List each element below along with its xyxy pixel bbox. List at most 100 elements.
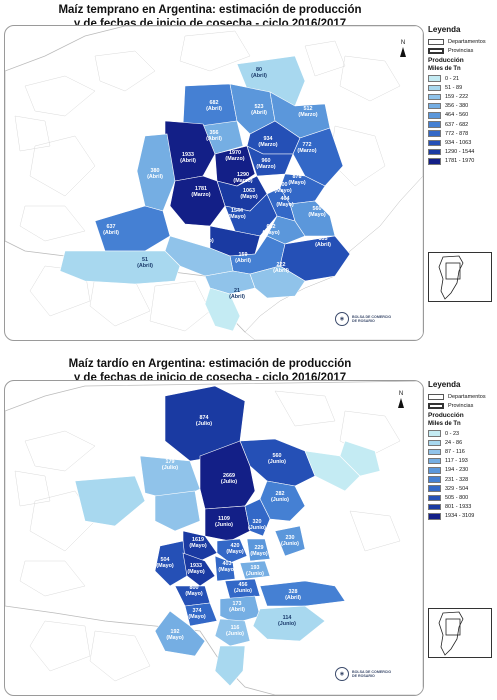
legend-class-label: 464 - 560 [445, 112, 469, 119]
zone-1109 [204, 505, 251, 542]
legend-swatch [428, 494, 441, 502]
zone-1933 [182, 552, 216, 587]
zone-label: 21 (Abril) [229, 287, 245, 300]
zone-label: 80 (Abril) [251, 66, 267, 79]
zone-ne-1 [304, 450, 361, 492]
zone-label: 173 (Abril) [229, 600, 245, 613]
zone-116 [214, 618, 251, 647]
zone-label: 772 (Marzo) [297, 141, 317, 154]
zone-label: 230 (Junio) [281, 534, 299, 547]
map2-department-grid [14, 390, 401, 682]
zone-label: 874 (Julio) [195, 414, 213, 427]
legend-class-label: 505 - 800 [445, 494, 469, 501]
zone-label: 523 (Abril) [251, 103, 267, 116]
legend-class-item: 329 - 504 [428, 484, 494, 493]
logo: ◉ BOLSA DE COMERCIO DE ROSARIO [335, 667, 391, 681]
zone-label: 208 (Mayo) [196, 231, 214, 244]
legend-subtitle: Producción [428, 57, 464, 64]
legend-swatch [428, 485, 441, 492]
zone-960 [246, 145, 294, 177]
zone-51 [59, 250, 181, 285]
legend-class-item: 637 - 682 [428, 120, 494, 129]
zone-464 [266, 215, 306, 245]
legend-item-departamentos: Departamentos [428, 392, 494, 401]
zone-label: 159 (Abril) [235, 251, 251, 264]
legend-class-item: 1290 - 1544 [428, 148, 494, 157]
legend-class-item: 51 - 89 [428, 83, 494, 92]
zone-label: 800 (Mayo) [274, 181, 292, 194]
bcr-seal-icon: ◉ [335, 667, 349, 681]
legend-title: Leyenda [428, 380, 461, 389]
legend-class-label: 1934 - 3109 [445, 513, 475, 520]
zone-label: 1544 (Mayo) [228, 207, 246, 220]
zone-560 [239, 438, 316, 487]
zone-label: 1290 (Marzo) [233, 171, 253, 184]
zone-1970 [214, 145, 256, 187]
zone-label: 179 (Julio) [161, 458, 179, 471]
map1-panel: 80 (Abril) 682 (Abril) 523 (Abril) 512 (Marz… [4, 25, 424, 341]
zone-label: 1933 (Mayo) [187, 562, 205, 575]
zone-label: 512 (Marzo) [298, 105, 318, 118]
zone-504 [154, 540, 188, 587]
legend-class-item: 934 - 1063 [428, 138, 494, 147]
legend-class-label: 637 - 682 [445, 121, 469, 128]
zone-label: 1063 (Mayo) [240, 187, 258, 200]
legend-swatch [428, 457, 441, 465]
zone-label: 222 (Abril) [273, 261, 289, 274]
north-arrow-icon [398, 398, 404, 408]
legend-swatch [428, 448, 441, 456]
zone-label: 1109 (Junio) [215, 515, 233, 528]
zone-1781 [169, 175, 226, 227]
zone-label: 560 (Junio) [268, 452, 286, 465]
map2-title-line1: Maíz tardío en Argentina: estimación de … [68, 358, 352, 370]
zone-222 [249, 265, 306, 299]
zone-2669 [199, 440, 256, 510]
legend-class-item: 117 - 193 [428, 457, 494, 466]
legend-class-label: 24 - 86 [445, 439, 463, 446]
legend-swatch [428, 139, 441, 147]
zone-420 [216, 538, 248, 564]
zone-label: 2669 (Julio) [220, 472, 238, 485]
zone-label: 116 (Junio) [226, 624, 244, 637]
zone-label: 1619 (Mayo) [189, 536, 207, 549]
zone-ne-2 [339, 440, 381, 477]
legend-swatch [428, 439, 441, 447]
zone-label: 878 (Mayo) [288, 173, 306, 186]
zone-label: 374 (Mayo) [188, 607, 206, 620]
zone-label: 403 (Mayo) [218, 560, 236, 573]
zone-label: 464 (Mayo) [276, 195, 294, 208]
zone-label: 356 (Abril) [206, 129, 222, 142]
zone-230 [274, 525, 306, 557]
legend-swatch [428, 430, 441, 437]
legend-swatch [428, 503, 441, 511]
zone-label: 800 (Mayo) [185, 584, 203, 597]
legend-class-label: 329 - 504 [445, 485, 469, 492]
zone-label: 642 (Mayo) [262, 223, 280, 236]
legend-class-item: 1934 - 3109 [428, 512, 494, 521]
legend-swatch [428, 84, 441, 92]
legend-class-item: 464 - 560 [428, 111, 494, 120]
legend-class-label: 1781 - 1970 [445, 158, 475, 165]
legend-classes: 0 - 23 24 - 86 87 - 116 117 - 193 194 - 230 2… [428, 429, 494, 521]
bcr-seal-icon: ◉ [335, 312, 349, 326]
zone-label: 960 (Marzo) [256, 157, 276, 170]
map1-zones [59, 55, 351, 332]
map1-title-line1: Maíz temprano en Argentina: estimación d… [58, 4, 362, 16]
zone-label: 1970 (Marzo) [225, 149, 245, 162]
zone-west-2 [154, 490, 201, 532]
zone-173 [219, 595, 261, 624]
legend-swatch [428, 93, 441, 101]
map2-inset-locator [428, 608, 492, 658]
zone-label: 456 (Junio) [234, 581, 252, 594]
legend-swatch [428, 476, 441, 483]
zone-label: 504 (Mayo) [156, 556, 174, 569]
inset-map [438, 255, 464, 300]
legend-class-item: 24 - 86 [428, 438, 494, 447]
legend-class-label: 934 - 1063 [445, 139, 472, 146]
inset-map [438, 611, 464, 656]
zone-label: 380 (Abril) [147, 167, 163, 180]
legend-class-item: 231 - 328 [428, 475, 494, 484]
zone-label: 835 (Abril) [315, 235, 331, 248]
legend-swatch [428, 102, 441, 110]
legend-class-label: 1290 - 1544 [445, 149, 475, 156]
